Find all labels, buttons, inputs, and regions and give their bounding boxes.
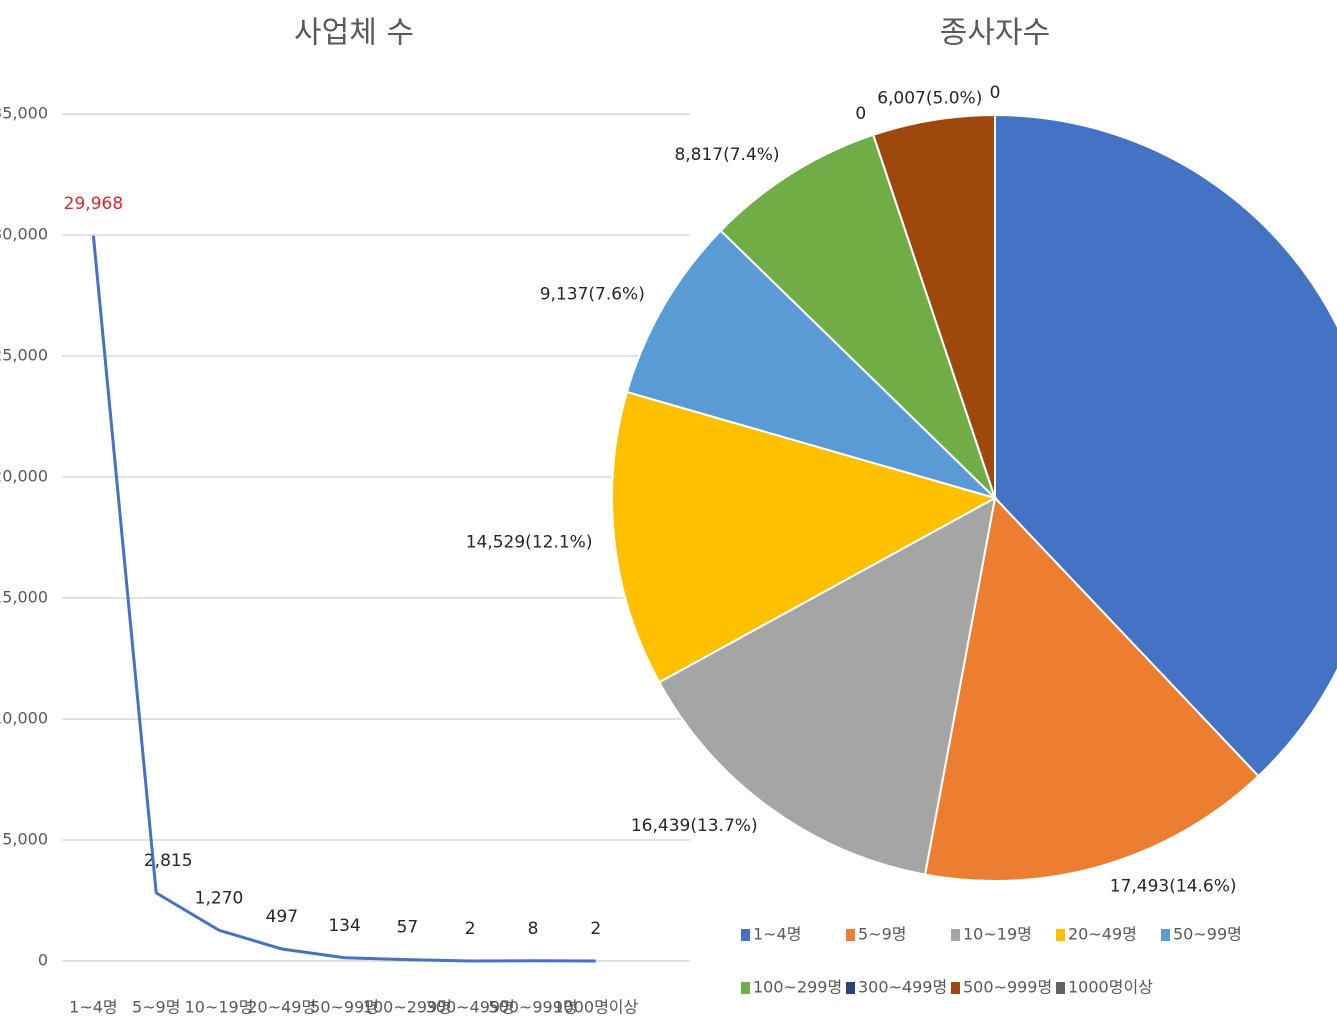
data-label: 134 (328, 916, 360, 936)
legend-label: 5~9명 (858, 925, 907, 944)
x-tick-label: 50~99명 (310, 998, 379, 1017)
data-label: 8,817(7.4%) (674, 145, 779, 165)
x-tick-label: 300~499명 (426, 998, 515, 1017)
data-label: 16,439(13.7%) (631, 816, 758, 836)
data-label: 9,137(7.6%) (540, 284, 645, 304)
data-label: 57 (397, 918, 419, 938)
pie-slice (625, 229, 996, 499)
line (91, 235, 596, 963)
legend-label: 10~19명 (963, 925, 1032, 944)
legend-swatch (1056, 929, 1065, 941)
legend-label: 20~49명 (1068, 925, 1137, 944)
data-label: 2 (465, 919, 476, 939)
legend-swatch (951, 982, 960, 994)
data-label: 497 (266, 907, 298, 927)
pie-slice (923, 495, 1260, 882)
data-label: 0 (855, 104, 866, 124)
legend-label: 1000명이상 (1068, 978, 1153, 997)
chart-title: 사업체 수 (294, 16, 414, 51)
data-label: 17,493(14.6%) (1110, 876, 1237, 896)
y-tick-label: 20,000 (0, 467, 48, 486)
data-label: 6,007(5.0%) (877, 88, 982, 108)
x-tick-label: 1~4명 (69, 998, 118, 1017)
y-tick-label: 15,000 (0, 588, 48, 607)
legend-label: 1~4명 (753, 925, 802, 944)
legend-label: 100~299명 (753, 978, 842, 997)
x-tick-label: 10~19명 (185, 998, 254, 1017)
legend-swatch (846, 982, 855, 994)
legend-label: 300~499명 (858, 978, 947, 997)
x-tick-label: 1000명이상 (553, 998, 638, 1017)
legend-swatch (951, 929, 960, 941)
data-label: 8 (528, 919, 539, 939)
legend-label: 50~99명 (1173, 925, 1242, 944)
y-tick-label: 0 (38, 951, 48, 970)
y-tick-label: 25,000 (0, 346, 48, 365)
pie-slice (611, 390, 998, 684)
pie-slice (657, 496, 997, 876)
legend-swatch (741, 929, 750, 941)
y-tick-label: 30,000 (0, 225, 48, 244)
data-label: 14,529(12.1%) (466, 533, 593, 553)
legend-swatch (1161, 929, 1170, 941)
x-tick-label: 20~49명 (247, 998, 316, 1017)
data-label: 1,270 (195, 888, 244, 908)
y-tick-label: 10,000 (0, 709, 48, 728)
data-label: 2 (590, 919, 601, 939)
x-tick-label: 500~999명 (488, 998, 577, 1017)
data-label: 0 (990, 83, 1001, 103)
pie-slice (994, 113, 1337, 778)
y-tick-label: 35,000 (0, 104, 48, 123)
legend-swatch (741, 982, 750, 994)
y-tick-label: 5,000 (2, 830, 48, 849)
legend-label: 500~999명 (963, 978, 1052, 997)
x-tick-label: 5~9명 (132, 998, 181, 1017)
legend-swatch (846, 929, 855, 941)
data-label: 29,968 (64, 194, 123, 214)
chart-title: 종사자수 (940, 16, 1050, 51)
pie-slice (719, 133, 996, 499)
legend-swatch (1056, 982, 1065, 994)
x-tick-label: 100~299명 (363, 998, 452, 1017)
data-label: 2,815 (144, 851, 193, 871)
